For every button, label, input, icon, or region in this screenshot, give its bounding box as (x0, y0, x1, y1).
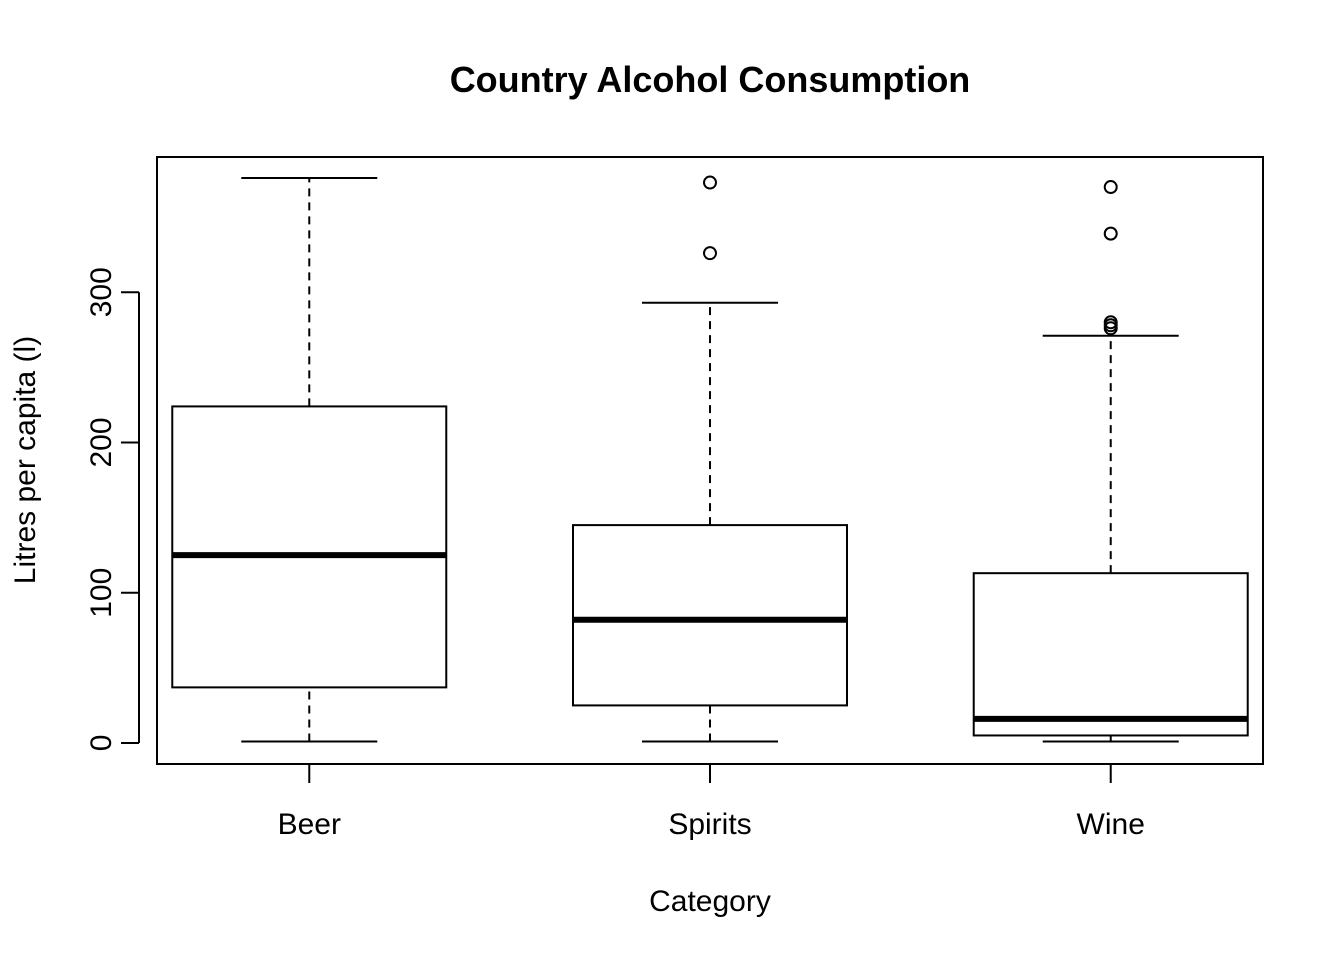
y-tick-label: 200 (85, 417, 118, 467)
y-tick-label: 300 (85, 267, 118, 317)
x-tick-label: Wine (1077, 808, 1145, 841)
box-beer (171, 177, 448, 743)
iqr-box (572, 524, 848, 707)
y-tick-label: 100 (85, 568, 118, 618)
outlier-point (1103, 226, 1118, 241)
boxes (171, 175, 1249, 743)
x-axis-label: Category (649, 885, 771, 918)
outlier-point (703, 246, 717, 261)
x-tick-label: Beer (278, 808, 341, 841)
chart-title: Country Alcohol Consumption (450, 59, 971, 100)
y-axis: 0 100 200 300 (85, 267, 140, 752)
x-axis: Beer Spirits Wine (278, 764, 1145, 841)
x-tick-label: Spirits (668, 808, 751, 841)
box-spirits (572, 175, 848, 743)
y-tick-label: 0 (85, 735, 118, 752)
y-axis-label: Litres per capita (l) (9, 336, 42, 584)
iqr-box (171, 405, 448, 689)
outlier-point (1103, 180, 1118, 195)
iqr-box (972, 572, 1249, 737)
box-wine (972, 180, 1249, 743)
outlier-point (1103, 315, 1118, 330)
outlier-point (703, 175, 717, 190)
